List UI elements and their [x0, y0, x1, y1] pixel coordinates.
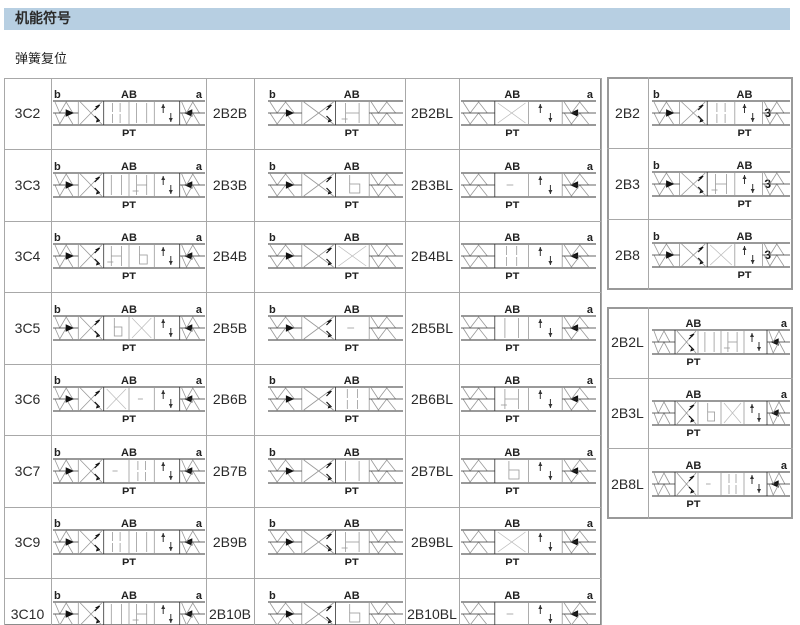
svg-text:a: a — [587, 162, 594, 173]
svg-text:b: b — [653, 90, 660, 101]
svg-text:AB: AB — [344, 519, 360, 530]
svg-text:b: b — [54, 162, 61, 173]
svg-text:AB: AB — [121, 162, 137, 173]
svg-text:PT: PT — [686, 428, 700, 436]
svg-text:PT: PT — [505, 271, 519, 279]
svg-text:a: a — [780, 461, 787, 472]
svg-text:PT: PT — [345, 557, 359, 565]
svg-text:PT: PT — [505, 557, 519, 565]
svg-text:a: a — [195, 591, 202, 602]
svg-text:PT: PT — [345, 200, 359, 208]
svg-text:a: a — [587, 591, 594, 602]
svg-text:a: a — [195, 233, 202, 244]
svg-text:a: a — [195, 519, 202, 530]
svg-text:a: a — [587, 376, 594, 387]
svg-text:AB: AB — [344, 90, 360, 101]
svg-text:b: b — [269, 519, 276, 530]
svg-text:PT: PT — [737, 199, 751, 207]
svg-text:b: b — [54, 305, 61, 316]
svg-text:b: b — [54, 448, 61, 459]
svg-text:PT: PT — [505, 414, 519, 422]
svg-text:a: a — [195, 90, 202, 101]
svg-text:a: a — [587, 90, 594, 101]
svg-text:b: b — [653, 232, 660, 243]
svg-text:AB: AB — [504, 519, 520, 530]
svg-text:AB: AB — [685, 461, 701, 472]
svg-text:b: b — [54, 519, 61, 530]
svg-text:PT: PT — [121, 343, 135, 351]
svg-text:a: a — [587, 233, 594, 244]
svg-text:b: b — [269, 448, 276, 459]
svg-text:AB: AB — [121, 519, 137, 530]
svg-text:AB: AB — [736, 232, 752, 243]
svg-text:b: b — [269, 591, 276, 602]
svg-text:PT: PT — [505, 486, 519, 494]
svg-text:AB: AB — [121, 448, 137, 459]
svg-text:b: b — [54, 376, 61, 387]
svg-text:AB: AB — [121, 591, 137, 602]
svg-text:AB: AB — [685, 390, 701, 401]
svg-text:AB: AB — [121, 90, 137, 101]
svg-text:PT: PT — [121, 200, 135, 208]
svg-text:AB: AB — [344, 591, 360, 602]
svg-text:a: a — [780, 390, 787, 401]
svg-text:b: b — [269, 233, 276, 244]
svg-text:b: b — [54, 90, 61, 101]
svg-text:AB: AB — [504, 448, 520, 459]
svg-text:a: a — [195, 448, 202, 459]
svg-text:a: a — [587, 305, 594, 316]
svg-text:AB: AB — [504, 233, 520, 244]
svg-text:a: a — [195, 376, 202, 387]
svg-text:PT: PT — [121, 557, 135, 565]
svg-text:a: a — [587, 448, 594, 459]
svg-text:PT: PT — [121, 414, 135, 422]
svg-text:a: a — [587, 519, 594, 530]
svg-text:b: b — [269, 305, 276, 316]
svg-text:a: a — [780, 319, 787, 330]
svg-text:b: b — [54, 591, 61, 602]
svg-text:AB: AB — [736, 90, 752, 101]
svg-text:AB: AB — [121, 305, 137, 316]
svg-text:b: b — [269, 162, 276, 173]
svg-text:b: b — [54, 233, 61, 244]
svg-text:PT: PT — [345, 128, 359, 136]
svg-text:PT: PT — [121, 128, 135, 136]
svg-text:AB: AB — [344, 376, 360, 387]
svg-text:PT: PT — [686, 357, 700, 365]
svg-text:b: b — [269, 90, 276, 101]
svg-text:AB: AB — [504, 305, 520, 316]
svg-text:PT: PT — [505, 128, 519, 136]
svg-text:a: a — [195, 162, 202, 173]
svg-text:PT: PT — [686, 499, 700, 507]
svg-text:AB: AB — [344, 162, 360, 173]
svg-text:b: b — [653, 161, 660, 172]
svg-text:AB: AB — [344, 305, 360, 316]
svg-text:PT: PT — [345, 271, 359, 279]
svg-text:PT: PT — [737, 128, 751, 136]
svg-text:PT: PT — [121, 271, 135, 279]
svg-text:AB: AB — [736, 161, 752, 172]
svg-text:PT: PT — [505, 200, 519, 208]
svg-text:PT: PT — [121, 486, 135, 494]
svg-text:PT: PT — [345, 414, 359, 422]
svg-text:AB: AB — [685, 319, 701, 330]
svg-text:AB: AB — [504, 376, 520, 387]
svg-text:AB: AB — [121, 376, 137, 387]
svg-text:AB: AB — [504, 591, 520, 602]
svg-text:PT: PT — [505, 343, 519, 351]
svg-text:b: b — [269, 376, 276, 387]
svg-text:AB: AB — [344, 233, 360, 244]
svg-text:AB: AB — [121, 233, 137, 244]
svg-text:AB: AB — [344, 448, 360, 459]
svg-text:a: a — [195, 305, 202, 316]
svg-text:PT: PT — [345, 343, 359, 351]
svg-text:PT: PT — [737, 270, 751, 278]
svg-text:AB: AB — [504, 90, 520, 101]
svg-text:PT: PT — [345, 486, 359, 494]
svg-text:AB: AB — [504, 162, 520, 173]
